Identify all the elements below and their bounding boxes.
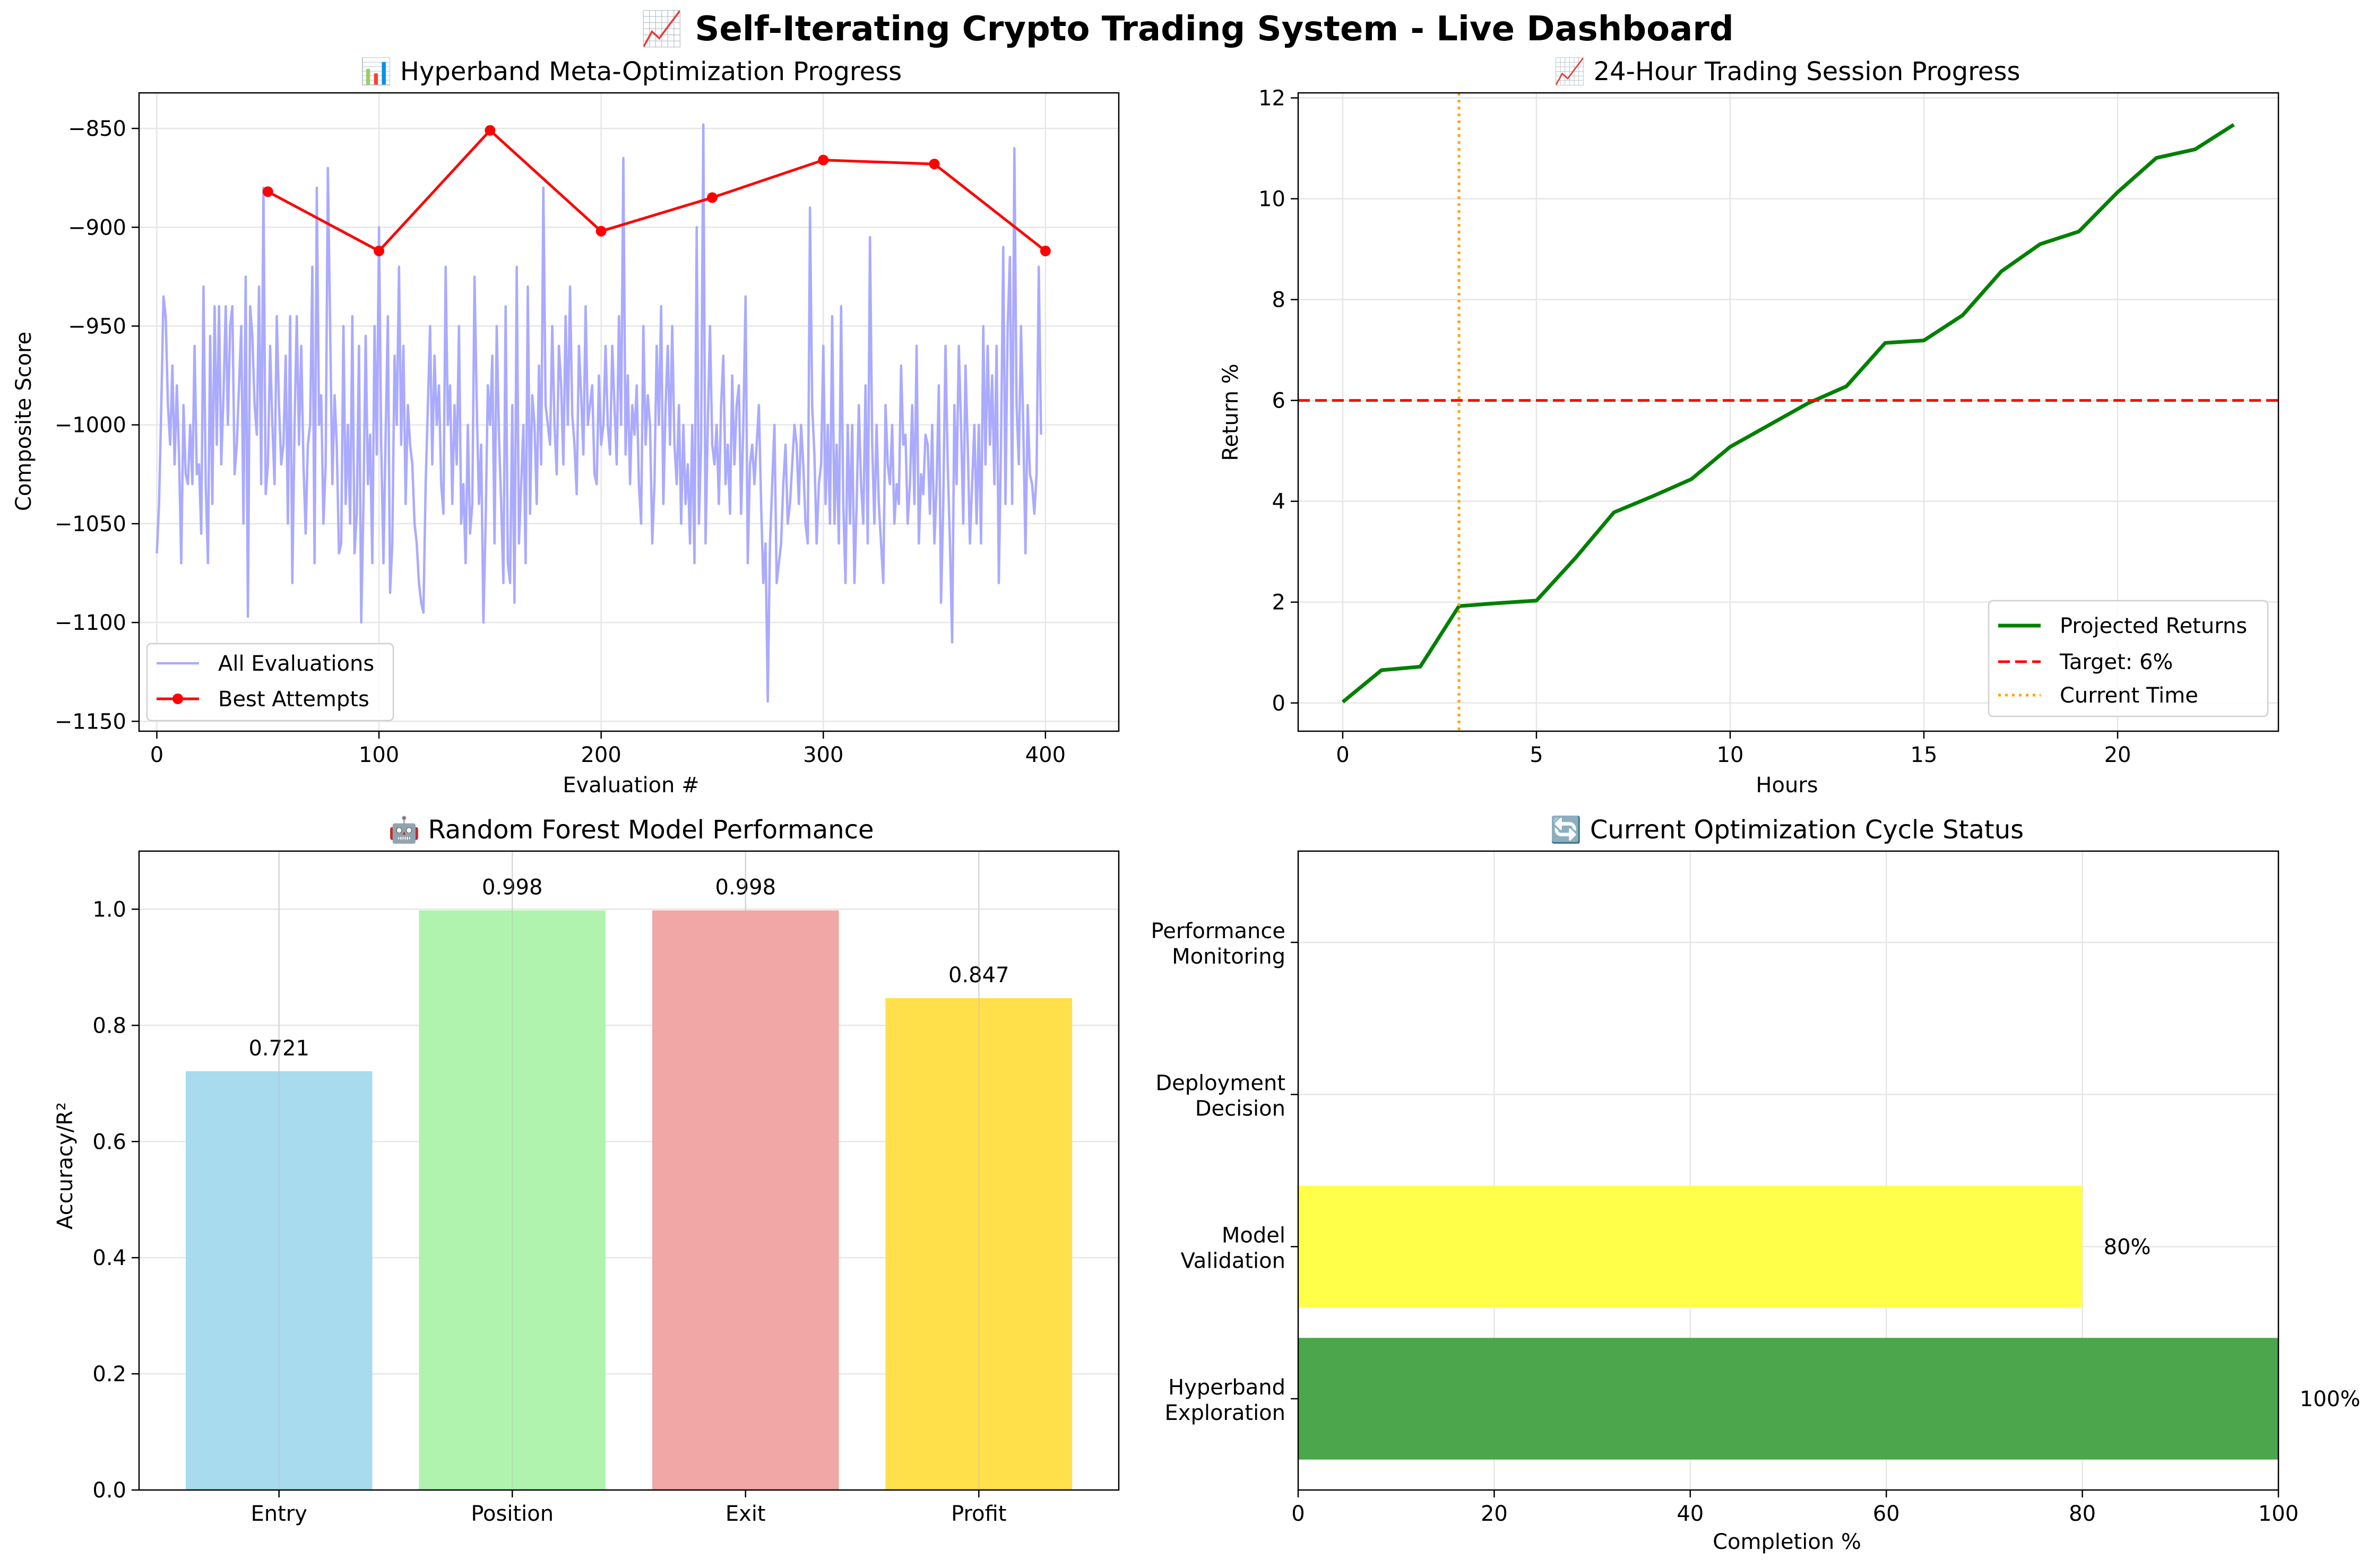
y-tick-label: Performance Monitoring xyxy=(1151,919,1285,969)
x-tick-label: 5 xyxy=(1530,743,1543,767)
legend-label: Target: 6% xyxy=(2059,650,2173,674)
x-axis-label: Evaluation # xyxy=(563,773,699,798)
plot-frame xyxy=(1297,92,2279,732)
status-bar-model xyxy=(1298,1185,2083,1307)
y-axis-label: Composite Score xyxy=(12,332,36,511)
y-axis-label: Return % xyxy=(1219,363,1243,461)
chart-title: 🔄 Current Optimization Cycle Status xyxy=(1550,815,2024,845)
best-attempt-point xyxy=(485,125,496,136)
best-attempt-point xyxy=(706,192,718,203)
cycle-status-chart: 🔄 Current Optimization Cycle Status Comp… xyxy=(1151,815,2361,1554)
all-evaluations-line xyxy=(156,123,1042,703)
x-axis-label: Completion % xyxy=(1713,1530,1861,1554)
best-attempt-point xyxy=(595,226,607,237)
chart-title: 📈 24-Hour Trading Session Progress xyxy=(1554,57,2020,86)
best-attempt-point xyxy=(818,154,829,166)
x-tick-label: 0 xyxy=(150,743,163,767)
trading-session-chart: 📈 24-Hour Trading Session Progress Hours… xyxy=(1219,57,2279,798)
x-tick-label: Position xyxy=(471,1502,554,1526)
legend-label: Projected Returns xyxy=(2060,614,2247,638)
bar-profit xyxy=(885,998,1073,1490)
x-tick-label: 0 xyxy=(1291,1502,1305,1526)
y-tick-label: 6 xyxy=(1272,389,1285,413)
y-tick-label: −950 xyxy=(68,314,126,339)
x-tick-label: Profit xyxy=(951,1502,1006,1526)
x-tick-label: 80 xyxy=(2069,1502,2096,1526)
y-axis-label: Accuracy/R² xyxy=(53,1102,77,1229)
data-label: 0.847 xyxy=(948,963,1009,987)
x-tick-label: 20 xyxy=(1481,1502,1508,1526)
x-tick-label: Entry xyxy=(251,1502,307,1526)
x-axis-label: Hours xyxy=(1756,773,1818,798)
y-tick-label: −1100 xyxy=(55,611,126,635)
y-tick-label: 4 xyxy=(1272,490,1285,514)
legend-label: Current Time xyxy=(2060,683,2198,708)
plot-frame xyxy=(138,850,1120,1491)
y-tick-label: 1.0 xyxy=(92,897,126,922)
x-tick-label: 40 xyxy=(1677,1502,1704,1526)
x-tick-label: 60 xyxy=(1873,1502,1900,1526)
best-attempts-line xyxy=(267,128,1047,253)
best-attempt-point xyxy=(929,159,940,170)
y-tick-label: 0.6 xyxy=(92,1130,126,1154)
model-performance-chart: 🤖 Random Forest Model Performance Accura… xyxy=(53,815,1120,1526)
data-label: 100% xyxy=(2300,1387,2360,1411)
legend-label: All Evaluations xyxy=(218,652,374,676)
plot-frame xyxy=(138,92,1120,732)
y-tick-label: 10 xyxy=(1258,187,1285,212)
data-label: 0.998 xyxy=(715,876,776,900)
data-label: 80% xyxy=(2104,1235,2151,1259)
legend-marker xyxy=(172,694,183,704)
projected-returns-line xyxy=(1341,123,2235,704)
status-bar-hyperband xyxy=(1298,1338,2278,1460)
x-tick-label: 15 xyxy=(1911,743,1938,767)
x-tick-label: 100 xyxy=(359,743,399,767)
y-tick-label: 0 xyxy=(1272,691,1285,716)
best-attempt-point xyxy=(1040,245,1051,256)
y-tick-label: Hyperband Exploration xyxy=(1165,1375,1286,1425)
chart-title: 📊 Hyperband Meta-Optimization Progress xyxy=(360,57,902,86)
legend-label: Best Attempts xyxy=(218,687,369,712)
x-tick-label: 400 xyxy=(1025,743,1066,767)
bar-entry xyxy=(185,1071,373,1490)
dashboard-title: 📈 Self-Iterating Crypto Trading System -… xyxy=(641,10,1733,49)
x-tick-label: 300 xyxy=(803,743,843,767)
legend-box xyxy=(146,643,394,722)
bar-position xyxy=(419,910,606,1490)
legend-box xyxy=(1988,600,2269,717)
x-tick-label: 0 xyxy=(1336,743,1349,767)
y-tick-label: −850 xyxy=(68,117,126,141)
y-tick-label: 12 xyxy=(1258,86,1285,111)
y-tick-label: 0.2 xyxy=(92,1362,126,1387)
y-tick-label: 0.8 xyxy=(92,1013,126,1038)
x-tick-label: Exit xyxy=(726,1502,766,1526)
best-attempt-point xyxy=(262,186,273,197)
data-label: 0.721 xyxy=(248,1036,309,1061)
y-tick-label: 8 xyxy=(1272,288,1285,313)
y-tick-label: −1050 xyxy=(55,512,126,536)
y-tick-label: Deployment Decision xyxy=(1155,1071,1285,1121)
y-tick-label: −900 xyxy=(68,215,126,240)
y-tick-label: −1150 xyxy=(55,709,126,734)
x-tick-label: 10 xyxy=(1717,743,1744,767)
y-tick-label: 2 xyxy=(1272,591,1285,615)
y-tick-label: Model Validation xyxy=(1180,1223,1285,1273)
y-tick-label: 0.4 xyxy=(92,1246,126,1270)
best-attempt-point xyxy=(374,245,385,256)
hyperband-progress-chart: 📊 Hyperband Meta-Optimization Progress E… xyxy=(12,57,1120,798)
x-tick-label: 20 xyxy=(2104,743,2131,767)
x-tick-label: 200 xyxy=(581,743,621,767)
chart-title: 🤖 Random Forest Model Performance xyxy=(388,815,874,845)
y-tick-label: −1000 xyxy=(55,413,126,438)
y-tick-label: 0.0 xyxy=(92,1478,126,1503)
bar-exit xyxy=(652,910,839,1490)
x-tick-label: 100 xyxy=(2258,1502,2299,1526)
data-label: 0.998 xyxy=(482,876,543,900)
plot-frame xyxy=(1297,850,2279,1491)
